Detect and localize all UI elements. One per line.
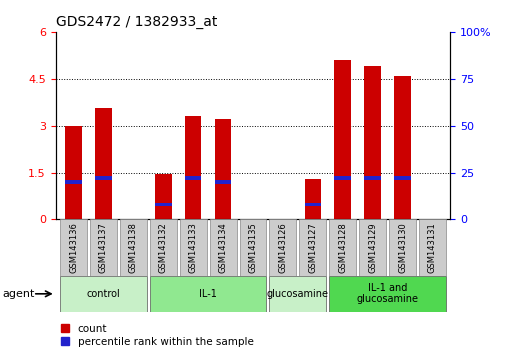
Bar: [149, 276, 266, 312]
Text: GSM143135: GSM143135: [248, 222, 257, 273]
Bar: [269, 276, 326, 312]
Bar: [364, 176, 380, 180]
Bar: [388, 219, 415, 276]
Bar: [364, 66, 380, 219]
Bar: [329, 276, 445, 312]
Bar: [418, 219, 445, 276]
Text: GSM143134: GSM143134: [218, 222, 227, 273]
Text: GSM143127: GSM143127: [308, 222, 317, 273]
Bar: [393, 176, 410, 180]
Text: IL-1 and
glucosamine: IL-1 and glucosamine: [356, 284, 418, 304]
Bar: [269, 219, 296, 276]
Text: GDS2472 / 1382933_at: GDS2472 / 1382933_at: [56, 16, 217, 29]
Bar: [329, 219, 356, 276]
Bar: [65, 180, 82, 184]
Text: IL-1: IL-1: [199, 289, 217, 299]
Text: GSM143129: GSM143129: [367, 222, 376, 273]
Bar: [95, 176, 112, 180]
Bar: [185, 116, 201, 219]
Bar: [60, 219, 87, 276]
Bar: [149, 219, 176, 276]
Bar: [215, 180, 231, 184]
Bar: [239, 219, 266, 276]
Bar: [215, 119, 231, 219]
Bar: [209, 219, 236, 276]
Bar: [304, 202, 320, 206]
Text: GSM143128: GSM143128: [337, 222, 346, 273]
Bar: [65, 126, 82, 219]
Text: GSM143136: GSM143136: [69, 222, 78, 273]
Text: GSM143132: GSM143132: [159, 222, 168, 273]
Text: GSM143137: GSM143137: [99, 222, 108, 273]
Text: GSM143138: GSM143138: [129, 222, 138, 273]
Legend: count, percentile rank within the sample: count, percentile rank within the sample: [61, 324, 253, 347]
Bar: [90, 219, 117, 276]
Bar: [185, 176, 201, 180]
Bar: [334, 60, 350, 219]
Text: glucosamine: glucosamine: [266, 289, 328, 299]
Bar: [179, 219, 206, 276]
Text: control: control: [86, 289, 120, 299]
Text: GSM143126: GSM143126: [278, 222, 287, 273]
Bar: [299, 219, 326, 276]
Bar: [95, 108, 112, 219]
Bar: [359, 219, 385, 276]
Text: GSM143133: GSM143133: [188, 222, 197, 273]
Bar: [393, 76, 410, 219]
Text: GSM143130: GSM143130: [397, 222, 406, 273]
Bar: [155, 202, 171, 206]
Bar: [304, 179, 320, 219]
Bar: [334, 176, 350, 180]
Bar: [60, 276, 146, 312]
Text: agent: agent: [3, 289, 35, 299]
Bar: [120, 219, 146, 276]
Bar: [155, 174, 171, 219]
Text: GSM143131: GSM143131: [427, 222, 436, 273]
